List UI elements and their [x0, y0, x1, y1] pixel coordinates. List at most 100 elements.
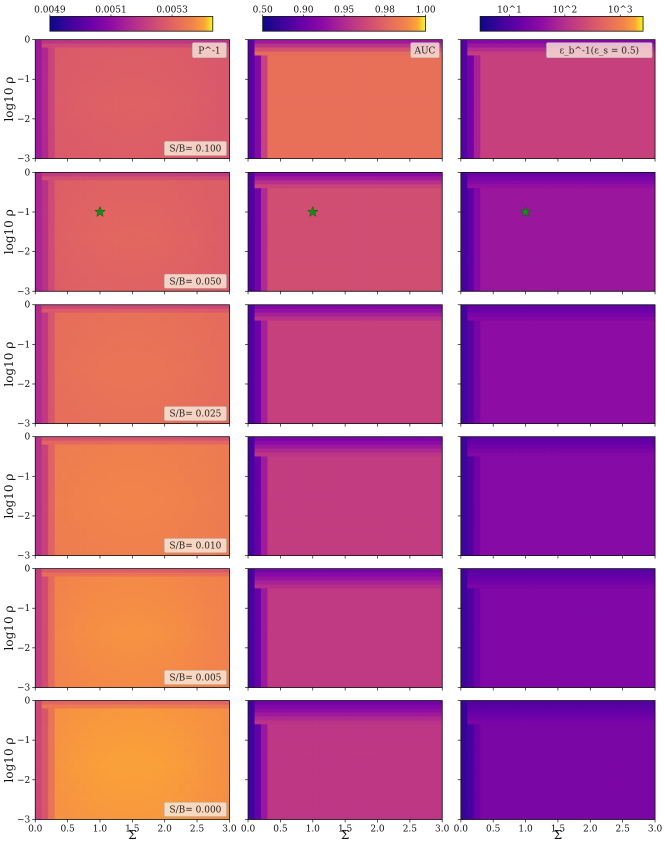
heatmap-cell	[403, 263, 411, 268]
heatmap-cell	[564, 39, 572, 44]
heatmap-cell	[519, 192, 526, 197]
heatmap-cell	[145, 267, 153, 272]
heatmap-cell	[67, 59, 75, 64]
heatmap-cell	[197, 138, 204, 144]
heatmap-cell	[119, 138, 127, 144]
heatmap-cell	[87, 176, 94, 181]
heatmap-cell	[642, 142, 649, 147]
heatmap-cell	[557, 59, 565, 64]
heatmap-cell	[635, 215, 643, 221]
heatmap-cell	[319, 212, 327, 217]
heatmap-cell	[286, 103, 294, 108]
heatmap-cell	[87, 223, 94, 229]
heatmap-cell	[87, 146, 94, 151]
heatmap-cell	[138, 267, 146, 272]
heatmap-cell	[203, 208, 211, 213]
heatmap-cell	[603, 110, 611, 116]
heatmap-cell	[184, 223, 191, 229]
heatmap-cell	[216, 103, 224, 108]
heatmap-cell	[138, 118, 146, 124]
heatmap-cell	[138, 99, 146, 104]
heatmap-cell	[396, 106, 404, 112]
heatmap-cell	[603, 172, 611, 177]
heatmap-cell	[260, 55, 268, 60]
heatmap-cell	[648, 39, 656, 44]
heatmap-cell	[106, 231, 114, 237]
heatmap-cell	[416, 188, 424, 193]
heatmap-cell	[364, 99, 372, 104]
heatmap-cell	[383, 239, 391, 245]
heatmap-cell	[293, 283, 301, 288]
heatmap-cell	[473, 91, 481, 96]
heatmap-cell	[512, 138, 520, 144]
heatmap-cell	[216, 255, 224, 260]
heatmap-cell	[158, 67, 166, 72]
heatmap-cell	[648, 91, 656, 96]
heatmap-cell	[312, 172, 320, 177]
heatmap-cell	[325, 208, 333, 213]
heatmap-cell	[312, 59, 320, 64]
heatmap-cell	[87, 126, 94, 132]
heatmap-cell	[416, 180, 424, 185]
heatmap-cell	[499, 39, 507, 44]
heatmap-cell	[299, 63, 307, 68]
heatmap-cell	[493, 138, 501, 144]
heatmap-cell	[429, 200, 437, 205]
heatmap-cell	[222, 106, 230, 112]
heatmap-cell	[293, 122, 301, 128]
heatmap-cell	[364, 59, 372, 64]
heatmap-cell	[48, 267, 56, 272]
heatmap-cell	[48, 138, 56, 144]
heatmap-cell	[499, 110, 507, 116]
heatmap-cell	[267, 126, 275, 132]
heatmap-cell	[164, 87, 172, 92]
heatmap-cell	[371, 263, 378, 268]
heatmap-cell	[473, 192, 481, 197]
heatmap-cell	[325, 219, 333, 225]
heatmap-cell	[41, 130, 49, 136]
heatmap-cell	[158, 192, 166, 197]
heatmap-cell	[125, 67, 133, 72]
heatmap-cell	[35, 67, 43, 72]
heatmap-cell	[596, 110, 604, 116]
heatmap-cell	[299, 279, 307, 284]
heatmap-cell	[74, 267, 81, 272]
colorbar-tick-label: 10^3	[608, 5, 633, 15]
heatmap-cell	[112, 126, 120, 132]
star-marker	[94, 205, 106, 218]
heatmap-cell	[254, 130, 262, 136]
heatmap-cell	[422, 138, 430, 144]
heatmap-cell	[570, 219, 578, 225]
heatmap-cell	[332, 91, 340, 96]
heatmap-cell	[158, 39, 166, 44]
heatmap-cell	[67, 239, 75, 245]
heatmap-cell	[396, 212, 404, 217]
heatmap-cell	[54, 103, 62, 108]
heatmap-cell	[216, 87, 224, 92]
heatmap-cell	[364, 87, 372, 92]
heatmap-cell	[138, 110, 146, 116]
heatmap-cell	[112, 196, 120, 201]
heatmap-cell	[125, 154, 133, 159]
heatmap-cell	[403, 271, 411, 276]
heatmap-cell	[416, 134, 424, 140]
heatmap-cell	[519, 134, 526, 140]
heatmap-cell	[210, 103, 217, 108]
heatmap-cell	[41, 255, 49, 260]
heatmap-cell	[616, 59, 624, 64]
heatmap-cell	[177, 200, 185, 205]
heatmap-cell	[280, 172, 288, 177]
heatmap-cell	[286, 91, 294, 96]
heatmap-cell	[87, 79, 94, 84]
heatmap-cell	[473, 208, 481, 213]
heatmap-cell	[473, 150, 481, 155]
heatmap-cell	[364, 239, 372, 245]
heatmap-cell	[429, 122, 437, 128]
heatmap-cell	[364, 176, 372, 181]
heatmap-cell	[622, 138, 630, 144]
heatmap-cell	[364, 188, 372, 193]
heatmap-cell	[177, 215, 185, 221]
heatmap-cell	[583, 204, 591, 209]
heatmap-cell	[260, 130, 268, 136]
heatmap-cell	[383, 251, 391, 256]
